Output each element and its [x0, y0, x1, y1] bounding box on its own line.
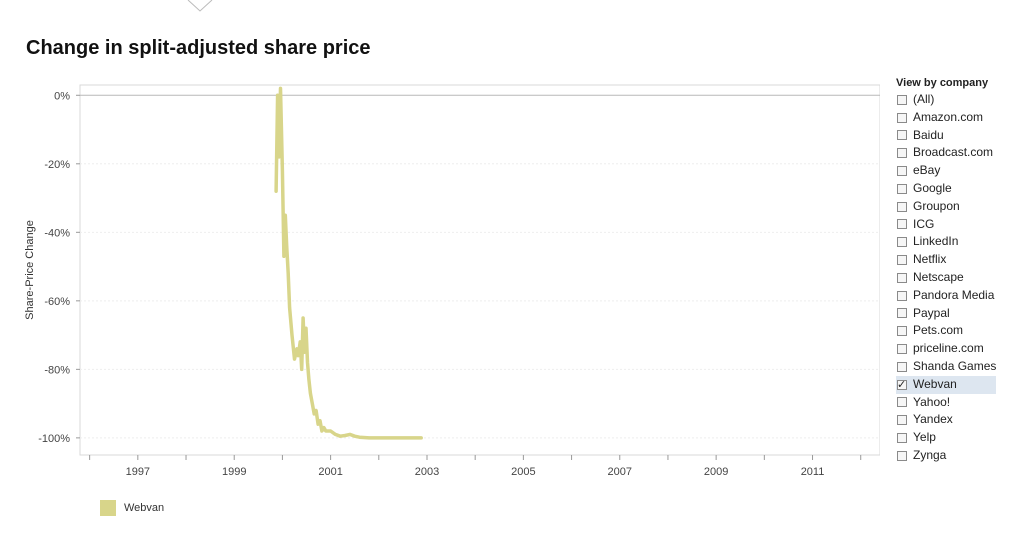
y-tick-label: -20% — [44, 159, 70, 171]
x-tick-label: 2001 — [318, 466, 342, 478]
legend-label: Webvan — [124, 502, 165, 514]
filter-item-label: Paypal — [913, 305, 950, 320]
filter-item-label: Baidu — [913, 127, 944, 142]
y-tick-label: 0% — [54, 90, 70, 102]
filter-item[interactable]: Amazon.com — [896, 109, 996, 127]
line-chart: 0% -20% -40% -60% -80% -100% 1997 1999 2001 2003 2… — [24, 84, 880, 478]
checkbox[interactable] — [897, 148, 907, 159]
checkbox[interactable] — [897, 112, 907, 123]
checkbox[interactable] — [897, 272, 907, 283]
y-tick-label: -100% — [38, 433, 70, 445]
filter-item[interactable]: Pandora Media — [896, 287, 996, 305]
filter-item-label: Google — [913, 180, 952, 195]
filter-item[interactable]: Yandex — [896, 411, 996, 429]
filter-item[interactable]: Netflix — [896, 251, 996, 269]
series-line-webvan — [274, 86, 423, 440]
filter-item-label: Netflix — [913, 252, 947, 267]
grid-layer — [79, 84, 880, 456]
x-tick-label: 2003 — [415, 466, 439, 478]
x-tick-label: 2005 — [511, 466, 535, 478]
filter-title: View by company — [896, 77, 989, 89]
checkbox[interactable] — [897, 397, 907, 408]
checkbox[interactable] — [897, 450, 907, 461]
filter-item-label: Yahoo! — [913, 394, 951, 409]
filter-item-label: ICG — [913, 216, 935, 231]
checkbox[interactable] — [897, 433, 907, 444]
filter-item[interactable]: Google — [896, 180, 996, 198]
filter-item-label: priceline.com — [913, 341, 984, 356]
filter-item[interactable]: Paypal — [896, 305, 996, 323]
series-layer — [274, 86, 423, 440]
filter-item-label: Broadcast.com — [913, 145, 994, 160]
filter-list: (All) Amazon.com Baidu Broadcast.com eBay Goo… — [896, 91, 996, 465]
filter-item-label: (All) — [913, 92, 935, 106]
x-tick-label: 2009 — [704, 466, 728, 478]
filter-item[interactable]: LinkedIn — [896, 233, 996, 251]
filter-item[interactable]: Shanda Games — [896, 358, 996, 376]
filter-item-label: Yelp — [913, 430, 936, 445]
checkbox[interactable] — [897, 290, 907, 301]
filter-item-label: Zynga — [913, 447, 947, 462]
filter-item[interactable]: Yelp — [896, 429, 996, 447]
filter-item-label: Webvan — [913, 376, 957, 391]
checkbox[interactable] — [897, 326, 907, 337]
checkbox[interactable] — [897, 201, 907, 212]
x-tick-label: 1997 — [126, 466, 150, 478]
checkbox[interactable] — [897, 94, 907, 105]
y-tick-label: -40% — [44, 227, 70, 239]
filter-item[interactable]: ICG — [896, 216, 996, 234]
filter-item-label: Pandora Media — [913, 287, 995, 302]
filter-item[interactable]: Groupon — [896, 198, 996, 216]
filter-item-label: Amazon.com — [913, 109, 984, 124]
filter-item[interactable]: priceline.com — [896, 340, 996, 358]
checkbox[interactable] — [897, 376, 907, 393]
axis-layer: 0% -20% -40% -60% -80% -100% 1997 1999 2001 2003 2… — [38, 90, 862, 478]
filter-item[interactable]: eBay — [896, 162, 996, 180]
filter-item-label: Netscape — [913, 269, 964, 284]
x-tick-label: 2007 — [608, 466, 632, 478]
filter-item[interactable]: Baidu — [896, 127, 996, 145]
filter-item-label: Yandex — [913, 412, 953, 427]
checkbox[interactable] — [897, 219, 907, 230]
checkbox[interactable] — [897, 166, 907, 177]
filter-item[interactable]: (All) — [896, 91, 996, 109]
page-title: Change in split-adjusted share price — [26, 37, 371, 59]
tooltip-notch — [187, 0, 213, 12]
checkbox[interactable] — [897, 183, 907, 194]
filter-item-label: Pets.com — [913, 323, 964, 338]
checkbox[interactable] — [897, 415, 907, 426]
checkbox[interactable] — [897, 237, 907, 248]
y-axis-title: Share-Price Change — [24, 220, 36, 320]
filter-item-label: LinkedIn — [913, 234, 959, 249]
legend-swatch — [100, 500, 116, 516]
company-filter: View by company (All) Amazon.com Baidu Broa… — [896, 76, 996, 465]
filter-item-label: Shanda Games — [913, 358, 997, 373]
checkbox[interactable] — [897, 255, 907, 266]
checkbox[interactable] — [897, 130, 907, 141]
filter-item[interactable]: Netscape — [896, 269, 996, 287]
checkbox[interactable] — [897, 344, 907, 355]
checkbox[interactable] — [897, 361, 907, 372]
x-tick-label: 2011 — [801, 466, 825, 478]
chart-legend: Webvan — [100, 500, 164, 516]
checkbox[interactable] — [897, 308, 907, 319]
filter-item-label: Groupon — [913, 198, 960, 213]
filter-item-label: eBay — [913, 163, 941, 178]
filter-item[interactable]: Yahoo! — [896, 394, 996, 412]
filter-item[interactable]: Zynga — [896, 447, 996, 465]
x-tick-label: 1999 — [222, 466, 246, 478]
filter-item[interactable]: Pets.com — [896, 322, 996, 340]
y-tick-label: -60% — [44, 296, 70, 308]
plot-frame — [79, 84, 880, 456]
y-tick-label: -80% — [44, 364, 70, 376]
filter-item[interactable]: Broadcast.com — [896, 144, 996, 162]
filter-item[interactable]: Webvan — [896, 376, 996, 394]
